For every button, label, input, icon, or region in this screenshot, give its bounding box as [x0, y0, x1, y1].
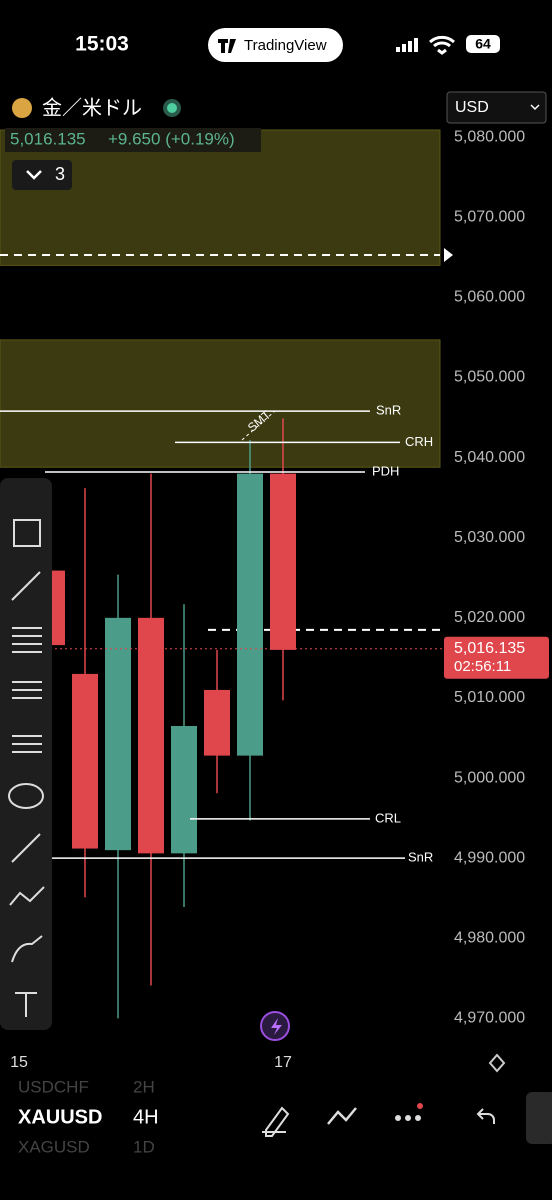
level-label: CRH — [405, 434, 433, 449]
tool-path[interactable] — [9, 886, 45, 906]
level-label: SnR — [408, 850, 433, 865]
countdown: 02:56:11 — [454, 658, 511, 675]
battery — [466, 35, 500, 53]
prev-interval[interactable]: 2H — [133, 1077, 155, 1096]
tool-arrow[interactable] — [11, 833, 41, 863]
level-marker — [444, 247, 453, 262]
indicator-count: 3 — [55, 164, 65, 184]
wifi — [429, 35, 455, 55]
y-tick-label: 5,010.000 — [454, 689, 525, 706]
candle-body — [72, 673, 98, 849]
battery-level: 64 — [475, 36, 491, 52]
smt-line — [241, 410, 276, 441]
chart: 5,080.000 5,070.000 5,060.000 5,050.000 5,04… — [0, 128, 549, 1071]
tool-line[interactable] — [11, 571, 41, 601]
y-tick-label: 4,980.000 — [454, 929, 525, 946]
price-backing — [5, 128, 261, 152]
currency-select[interactable] — [446, 91, 547, 124]
zone — [0, 129, 441, 266]
interval[interactable]: 4H — [133, 1106, 159, 1128]
tool-pitchfork[interactable] — [12, 735, 42, 753]
y-tick-label: 5,000.000 — [454, 769, 525, 786]
drawing-toolbar — [0, 478, 52, 1030]
signal — [396, 38, 418, 52]
level-label: PDH — [372, 463, 399, 478]
symbol[interactable]: XAUUSD — [18, 1106, 102, 1128]
chevron — [26, 170, 42, 180]
undo-button[interactable] — [476, 1108, 495, 1124]
candle-body — [237, 473, 263, 756]
y-tick-label: 5,030.000 — [454, 529, 525, 546]
last-price: 5,016.135 — [10, 129, 86, 148]
tool-fib[interactable] — [12, 627, 42, 653]
candle-body — [105, 617, 131, 851]
price-change: +9.650 (+0.19%) — [108, 129, 235, 148]
x-tick-label: 15 — [10, 1054, 28, 1071]
symbol-icon — [12, 98, 32, 118]
y-tick-label: 5,080.000 — [454, 128, 525, 145]
draw-button[interactable] — [262, 1106, 290, 1137]
currency: USD — [455, 99, 489, 116]
level-label: CRL — [375, 810, 401, 825]
x-tick-label: 17 — [274, 1054, 292, 1071]
notification-dot — [417, 1103, 423, 1109]
tool-ellipse[interactable] — [8, 783, 44, 809]
y-tick-label: 5,070.000 — [454, 209, 525, 226]
app-logo — [218, 39, 236, 53]
more-button[interactable] — [395, 1115, 421, 1121]
price-tag — [444, 636, 549, 679]
candle-body — [171, 725, 197, 854]
symbol-name[interactable]: 金／米ドル — [42, 96, 142, 119]
tool-brush[interactable] — [11, 935, 43, 963]
chevron — [530, 104, 540, 111]
level-label: SnR — [376, 403, 401, 418]
candle-body — [204, 689, 230, 756]
tool-text[interactable] — [15, 992, 37, 1017]
y-tick-label: 4,990.000 — [454, 849, 525, 866]
layout-button[interactable] — [526, 1092, 552, 1144]
market-status-dot — [167, 103, 177, 113]
y-tick-label: 4,970.000 — [454, 1010, 525, 1027]
tool-rect[interactable] — [13, 519, 41, 547]
y-tick-label: 5,040.000 — [454, 449, 525, 466]
y-tick-label: 5,060.000 — [454, 289, 525, 306]
settings-button[interactable] — [488, 1053, 506, 1073]
app-name: TradingView — [244, 37, 327, 54]
zone — [0, 339, 441, 468]
lightning — [271, 1018, 282, 1035]
price-tag-label: 5,016.135 — [454, 640, 525, 657]
next-interval[interactable]: 1D — [133, 1137, 155, 1156]
clock: 15:03 — [75, 33, 129, 56]
tool-gann[interactable] — [12, 681, 42, 699]
y-tick-label: 5,050.000 — [454, 369, 525, 386]
candle-body — [270, 473, 296, 650]
collapse-button[interactable] — [12, 160, 72, 190]
indicators-button[interactable] — [327, 1107, 357, 1125]
y-tick-label: 5,020.000 — [454, 609, 525, 626]
app-pill — [208, 28, 343, 62]
toolbar-bg — [0, 478, 52, 1030]
prev-symbol[interactable]: USDCHF — [18, 1077, 89, 1096]
candle-body — [138, 617, 164, 854]
next-symbol[interactable]: XAGUSD — [18, 1137, 90, 1156]
